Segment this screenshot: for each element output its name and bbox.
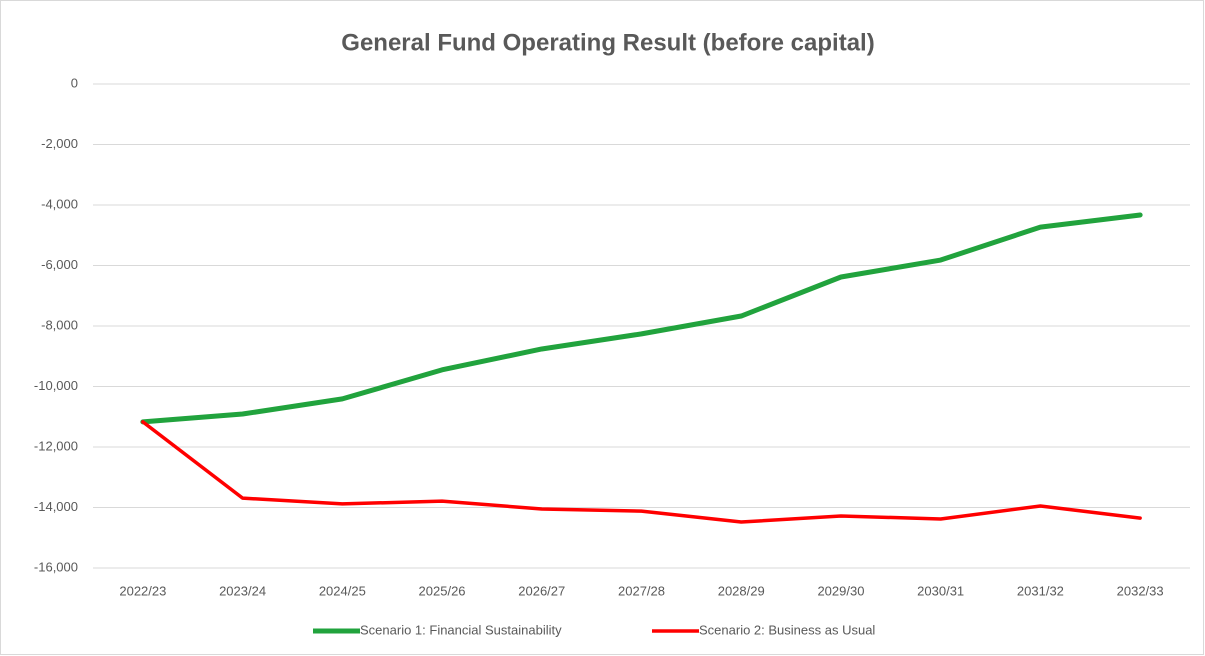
series-line xyxy=(141,420,1142,524)
x-tick-label: 2024/25 xyxy=(319,583,366,598)
x-tick-label: 2022/23 xyxy=(119,583,166,598)
x-tick-label: 2025/26 xyxy=(419,583,466,598)
x-tick-label: 2030/31 xyxy=(917,583,964,598)
x-tick-label: 2029/30 xyxy=(817,583,864,598)
y-tick-label: -2,000 xyxy=(41,136,78,151)
chart-title: General Fund Operating Result (before ca… xyxy=(341,29,874,56)
x-tick-label: 2032/33 xyxy=(1117,583,1164,598)
y-tick-label: -10,000 xyxy=(34,378,78,393)
y-tick-label: -8,000 xyxy=(41,317,78,332)
series-line xyxy=(140,212,1143,425)
y-tick-label: -16,000 xyxy=(34,559,78,574)
y-tick-label: -14,000 xyxy=(34,499,78,514)
x-tick-label: 2023/24 xyxy=(219,583,266,598)
y-tick-label: -12,000 xyxy=(34,438,78,453)
x-tick-label: 2026/27 xyxy=(518,583,565,598)
x-tick-label: 2031/32 xyxy=(1017,583,1064,598)
legend-label: Scenario 2: Business as Usual xyxy=(699,622,875,637)
y-tick-label: -4,000 xyxy=(41,196,78,211)
x-tick-label: 2027/28 xyxy=(618,583,665,598)
y-tick-label: -6,000 xyxy=(41,257,78,272)
x-tick-label: 2028/29 xyxy=(718,583,765,598)
legend-label: Scenario 1: Financial Sustainability xyxy=(360,622,562,637)
y-tick-label: 0 xyxy=(71,75,78,90)
